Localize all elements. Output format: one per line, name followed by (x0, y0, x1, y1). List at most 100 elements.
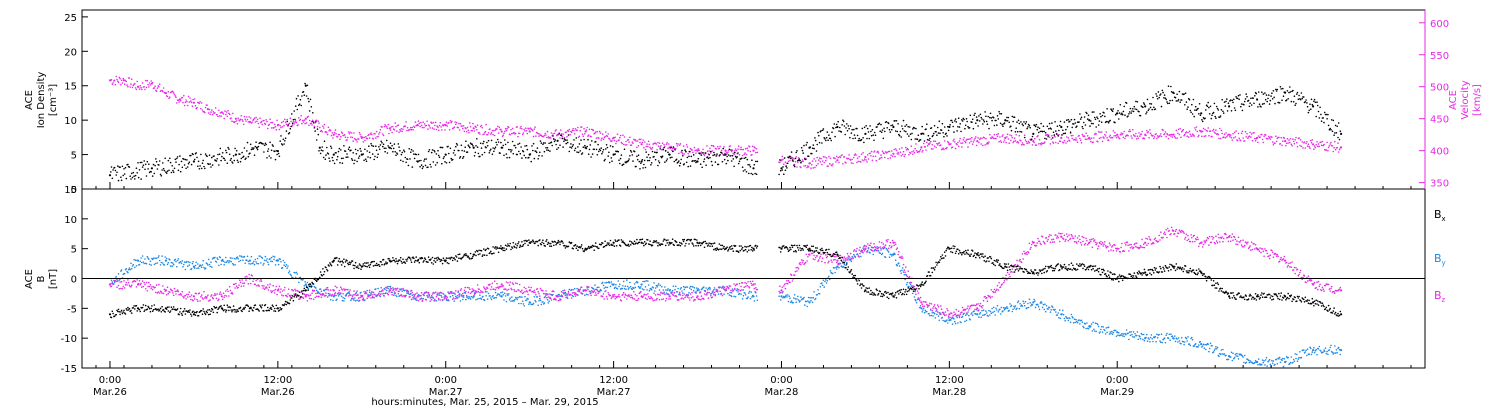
ion-density-trace-dot (166, 170, 169, 172)
ion-density-trace-dot (338, 147, 341, 150)
ion-density-trace-dot (403, 150, 406, 153)
velocity-trace-dot (888, 150, 891, 153)
ion-density-trace-dot (1007, 116, 1010, 119)
velocity-trace-dot (1254, 140, 1257, 142)
ion-density-trace-dot (557, 147, 560, 149)
ion-density-trace-dot (818, 141, 821, 144)
ion-density-trace-dot (1166, 102, 1169, 105)
velocity-trace-dot (1310, 142, 1313, 144)
ion-density-trace-dot (221, 155, 223, 158)
by-trace-dot (749, 297, 752, 300)
bz-trace-dot (186, 293, 188, 296)
bz-point (500, 283, 503, 286)
by-trace-dot (1278, 358, 1280, 360)
by-trace-dot (132, 263, 135, 266)
velocity-point (234, 117, 237, 120)
velocity-point (836, 159, 839, 162)
velocity-trace-dot (751, 153, 753, 156)
velocity-trace-dot (602, 138, 605, 141)
velocity-trace-dot (567, 130, 570, 132)
velocity-trace-dot (731, 149, 734, 151)
ion-density-trace-dot (637, 154, 640, 156)
ion-density-trace-dot (681, 149, 683, 152)
velocity-trace-dot (1202, 127, 1205, 130)
bz-trace-dot (121, 288, 124, 290)
velocity-trace-dot (275, 129, 278, 131)
by-trace-dot (596, 286, 599, 289)
ion-density-trace-dot (1299, 98, 1302, 101)
bz-trace-dot (177, 290, 180, 293)
by-trace-dot (1225, 354, 1227, 357)
ion-density-trace-dot (645, 151, 647, 153)
ion-density-trace-dot (629, 155, 631, 157)
by-trace-dot (1085, 327, 1087, 330)
bz-trace-dot (235, 285, 238, 288)
velocity-trace-dot (603, 136, 606, 139)
ion-density-trace-dot (540, 142, 543, 144)
ion-density-trace-dot (1111, 109, 1113, 111)
ion-density-trace-dot (354, 159, 356, 162)
velocity-trace-dot (421, 126, 424, 129)
by-trace-dot (135, 265, 138, 267)
ion-density-trace-dot (992, 116, 995, 119)
by-trace-dot (562, 289, 564, 292)
ion-density-point (836, 125, 839, 129)
ion-density-trace-dot (817, 131, 819, 134)
ion-density-trace-dot (236, 159, 239, 162)
ion-density-trace-dot (317, 133, 320, 136)
ion-density-trace-dot (1093, 116, 1096, 119)
ion-density-trace-dot (951, 121, 954, 124)
by-trace-dot (1237, 358, 1240, 360)
velocity-trace-dot (326, 131, 328, 134)
ion-density-trace-dot (971, 121, 973, 123)
velocity-trace-dot (328, 130, 330, 132)
velocity-trace-dot (1176, 137, 1178, 139)
by-trace-dot (440, 294, 442, 297)
velocity-trace-dot (1245, 136, 1247, 138)
ion-density-trace-dot (539, 140, 542, 142)
by-trace-dot (1271, 362, 1274, 365)
ion-density-point (276, 150, 279, 153)
by-trace-dot (655, 284, 658, 287)
ion-density-trace-dot (1075, 126, 1077, 129)
ion-density-trace-dot (335, 152, 337, 154)
ion-density-trace-dot (1244, 98, 1247, 100)
by-trace-dot (470, 295, 473, 298)
velocity-trace-dot (503, 132, 505, 135)
by-trace-dot (432, 297, 435, 299)
velocity-trace-dot (1104, 133, 1106, 136)
by-trace-dot (823, 286, 825, 288)
by-trace-dot (223, 263, 225, 266)
by-trace-dot (230, 260, 232, 263)
by-trace-dot (605, 286, 607, 289)
by-trace-dot (667, 288, 669, 290)
by-trace-dot (507, 294, 509, 297)
ion-density-trace-dot (427, 166, 429, 168)
ion-density-trace-dot (667, 151, 669, 154)
by-trace-dot (899, 270, 902, 272)
ion-density-trace-dot (1133, 105, 1136, 108)
ion-density-trace-dot (172, 169, 174, 172)
bz-trace-dot (130, 284, 133, 287)
bz-trace-dot (322, 293, 325, 296)
ion-density-trace-dot (574, 147, 577, 150)
ion-density-trace-dot (1128, 111, 1131, 113)
by-trace-dot (888, 256, 891, 259)
ion-density-trace-dot (390, 147, 393, 150)
ion-density-trace-dot (1263, 102, 1265, 105)
velocity-trace-dot (902, 150, 905, 153)
ion-density-trace-dot (1152, 96, 1154, 99)
ion-density-trace-dot (357, 149, 359, 152)
ion-density-trace-dot (644, 166, 647, 169)
by-trace-dot (201, 264, 204, 266)
by-trace-dot (1268, 358, 1271, 361)
bz-trace-dot (276, 293, 278, 296)
ion-density-trace-dot (807, 155, 810, 157)
by-trace-dot (709, 287, 711, 289)
ion-density-trace-dot (461, 149, 463, 152)
ion-density-trace-dot (271, 144, 274, 146)
by-trace-dot (1018, 307, 1021, 310)
ion-density-trace-dot (319, 152, 322, 155)
velocity-trace-dot (1021, 142, 1024, 144)
ion-density-trace-dot (389, 142, 392, 144)
